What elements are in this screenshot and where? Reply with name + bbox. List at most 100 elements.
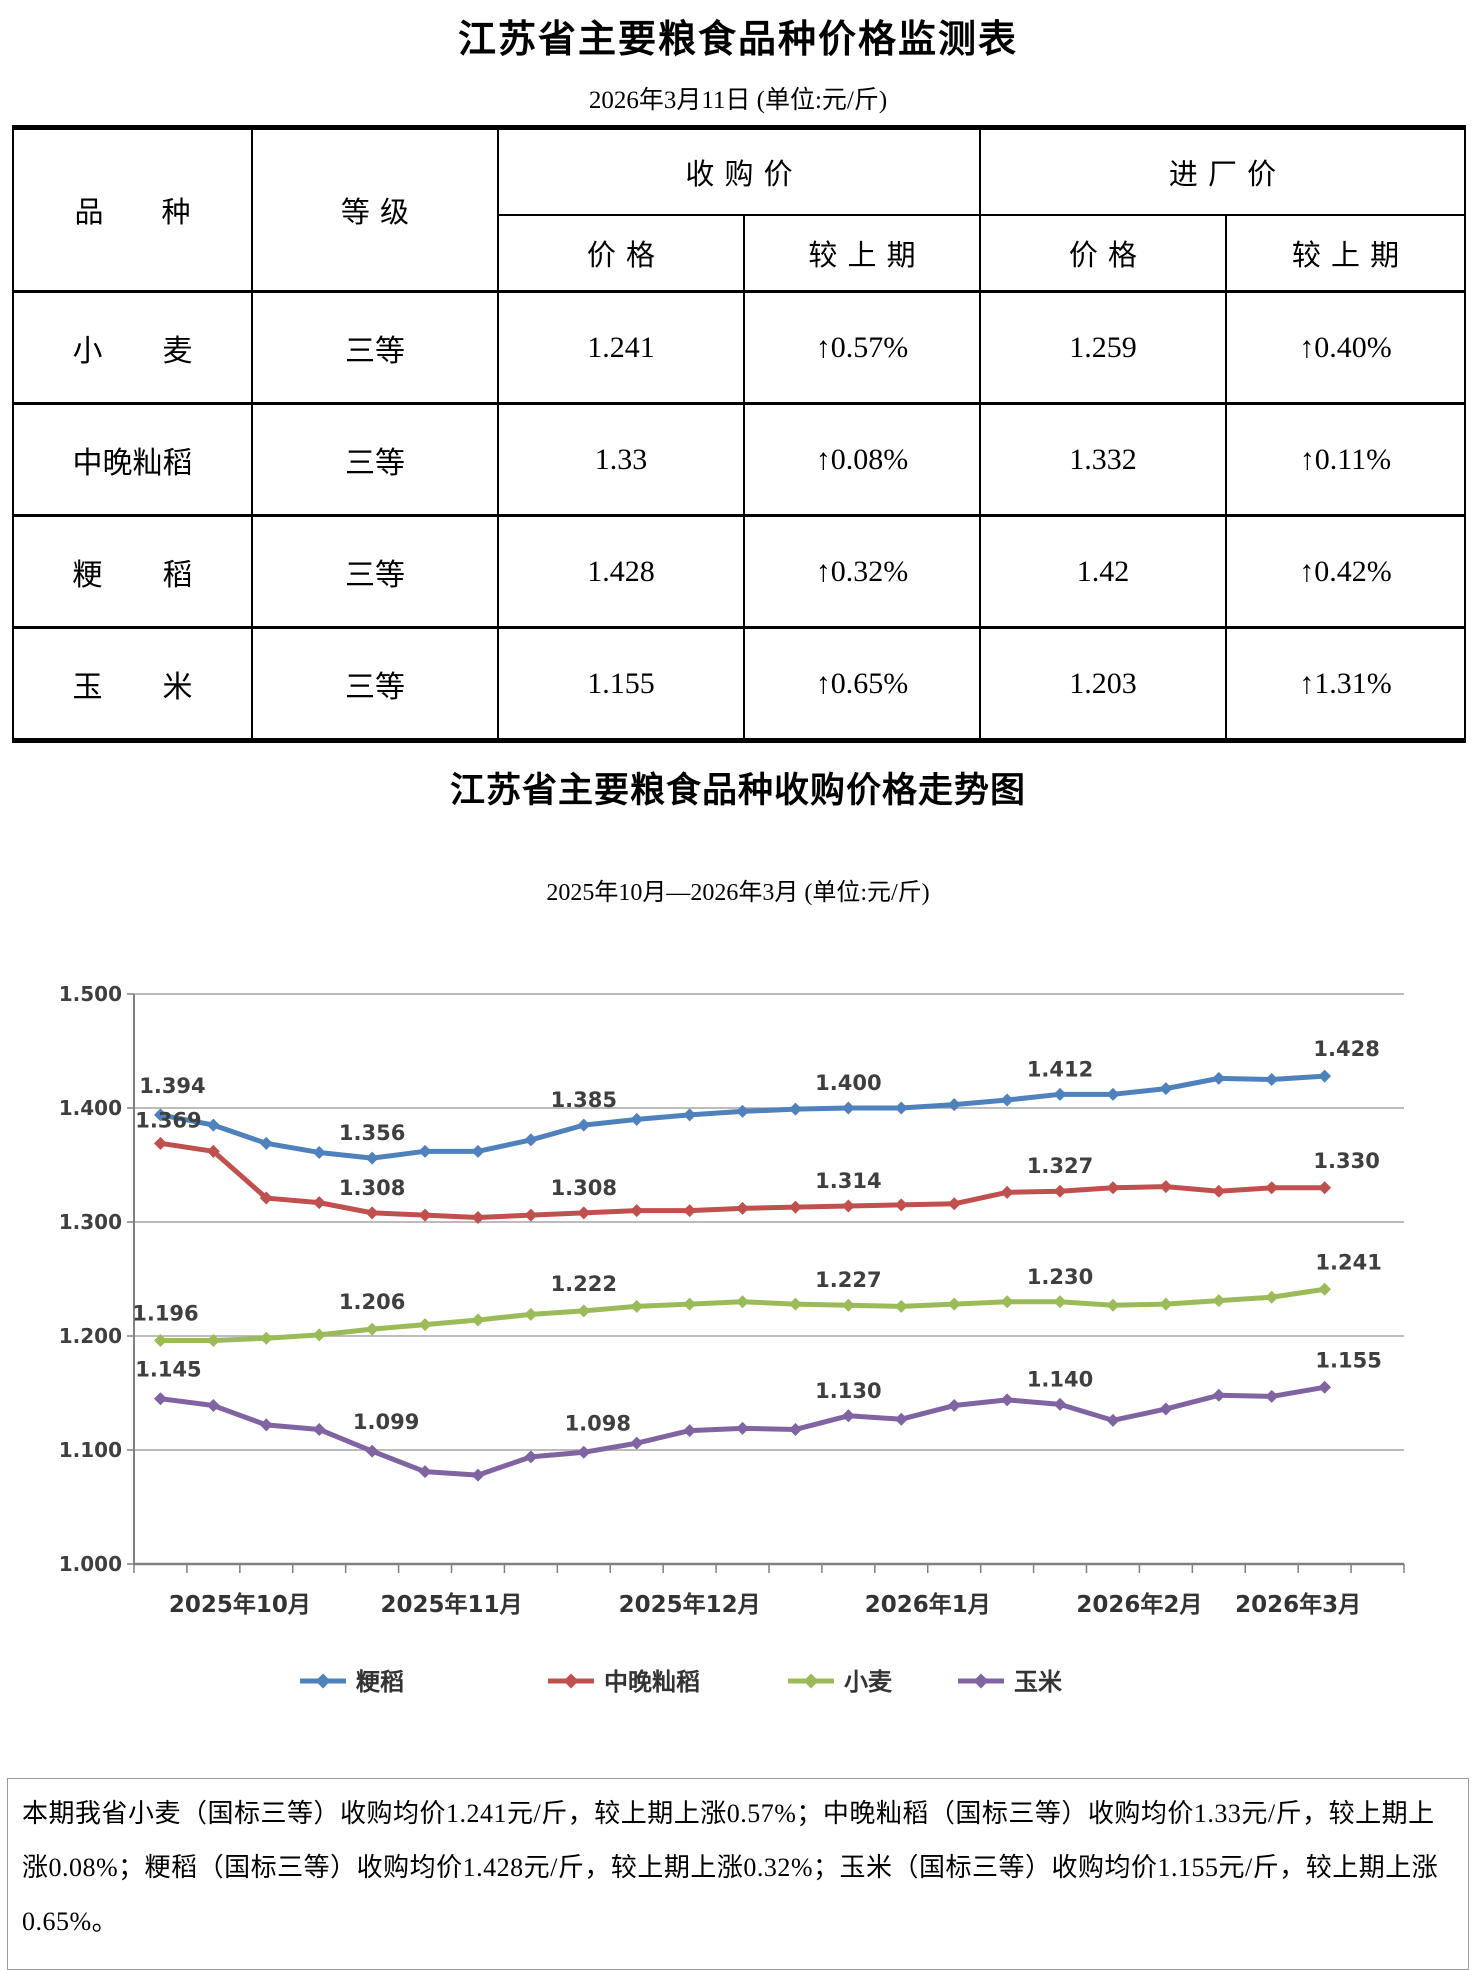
- legend-label: 中晚籼稻: [604, 1668, 700, 1696]
- purchase-change-cell: ↑0.57%: [743, 290, 981, 405]
- factory-price-cell: 1.203: [979, 626, 1227, 742]
- data-point-label: 1.227: [815, 1268, 881, 1292]
- chart-subtitle: 2025年10月—2026年3月 (单位:元/斤): [546, 880, 930, 906]
- data-point-marker: [524, 1208, 538, 1222]
- legend-item-粳稻: 粳稻: [300, 1668, 404, 1696]
- data-point-marker: [1212, 1071, 1226, 1085]
- col-group-purchase-price: 收购价: [497, 126, 981, 216]
- data-point-label: 1.356: [339, 1121, 405, 1145]
- grade-cell: 三等: [251, 290, 499, 405]
- data-point-marker: [1318, 1069, 1332, 1083]
- data-point-label: 1.412: [1027, 1057, 1093, 1081]
- data-point-marker: [1000, 1185, 1014, 1199]
- data-point-marker: [683, 1204, 697, 1218]
- data-point-marker: [259, 1191, 273, 1205]
- legend-item-小麦: 小麦: [788, 1668, 893, 1696]
- data-point-marker: [788, 1200, 802, 1214]
- factory-change-cell: ↑0.40%: [1225, 290, 1466, 405]
- data-point-marker: [894, 1412, 908, 1426]
- factory-change-cell: ↑1.31%: [1225, 626, 1466, 742]
- data-point-marker: [312, 1196, 326, 1210]
- data-point-marker: [1000, 1393, 1014, 1407]
- x-axis-month-label: 2026年2月: [1076, 1591, 1202, 1618]
- data-point-marker: [418, 1144, 432, 1158]
- data-point-marker: [894, 1299, 908, 1313]
- data-point-marker: [1053, 1087, 1067, 1101]
- data-point-marker: [841, 1101, 855, 1115]
- data-point-marker: [736, 1421, 750, 1435]
- grade-cell: 三等: [251, 514, 499, 629]
- purchase-change-cell: ↑0.32%: [743, 514, 981, 629]
- data-point-marker: [683, 1297, 697, 1311]
- data-point-marker: [1053, 1295, 1067, 1309]
- data-point-marker: [524, 1450, 538, 1464]
- table-row: 中晚籼稻 三等 1.33 ↑0.08% 1.332 ↑0.11%: [12, 402, 1466, 517]
- data-point-marker: [206, 1144, 220, 1158]
- data-point-marker: [312, 1422, 326, 1436]
- data-point-label: 1.241: [1315, 1250, 1381, 1274]
- data-point-marker: [577, 1118, 591, 1132]
- data-point-marker: [471, 1210, 485, 1224]
- data-point-marker: [630, 1436, 644, 1450]
- x-axis-month-label: 2025年11月: [380, 1591, 522, 1618]
- table-row: 玉 米三等 1.155 ↑0.65% 1.203 ↑1.31%: [12, 626, 1466, 742]
- col-header-purchase-price: 价格: [497, 214, 745, 293]
- variety-cell: 中晚籼稻: [12, 402, 253, 517]
- y-axis-label: 1.400: [59, 1096, 122, 1120]
- data-point-label: 1.330: [1313, 1149, 1379, 1173]
- purchase-price-cell: 1.428: [497, 514, 745, 629]
- data-point-marker: [1265, 1073, 1279, 1086]
- data-point-marker: [1106, 1298, 1120, 1312]
- chart-title: 江苏省主要粮食品种收购价格走势图: [449, 771, 1026, 810]
- data-point-marker: [1159, 1180, 1173, 1194]
- data-point-marker: [1265, 1389, 1279, 1403]
- data-point-marker: [841, 1199, 855, 1213]
- data-point-marker: [206, 1118, 220, 1132]
- data-point-marker: [577, 1304, 591, 1318]
- data-point-marker: [894, 1101, 908, 1115]
- legend-item-中晚籼稻: 中晚籼稻: [548, 1668, 700, 1696]
- data-point-label: 1.099: [353, 1410, 419, 1434]
- data-point-marker: [206, 1334, 220, 1348]
- x-axis-month-label: 2026年1月: [865, 1591, 991, 1618]
- data-point-marker: [1265, 1181, 1279, 1195]
- data-point-marker: [841, 1298, 855, 1312]
- data-point-label: 1.428: [1313, 1037, 1379, 1061]
- data-point-label: 1.314: [815, 1169, 881, 1193]
- data-point-marker: [365, 1322, 379, 1336]
- data-point-marker: [1000, 1093, 1014, 1107]
- variety-cell: 粳 稻: [12, 514, 253, 629]
- table-row: 粳 稻三等 1.428 ↑0.32% 1.42 ↑0.42%: [12, 514, 1466, 629]
- data-point-label: 1.369: [135, 1108, 201, 1132]
- data-point-label: 1.145: [135, 1358, 201, 1382]
- purchase-price-cell: 1.155: [497, 626, 745, 742]
- data-point-marker: [259, 1418, 273, 1432]
- data-point-marker: [947, 1098, 961, 1112]
- data-point-marker: [365, 1206, 379, 1220]
- purchase-change-cell: ↑0.08%: [743, 402, 981, 517]
- data-point-marker: [1318, 1282, 1332, 1296]
- data-point-marker: [630, 1112, 644, 1126]
- legend-marker: [563, 1673, 579, 1689]
- data-point-marker: [841, 1409, 855, 1423]
- data-point-marker: [788, 1422, 802, 1436]
- legend-item-玉米: 玉米: [958, 1668, 1062, 1696]
- data-point-label: 1.155: [1315, 1348, 1381, 1372]
- grade-cell: 三等: [251, 626, 499, 742]
- purchase-price-cell: 1.241: [497, 290, 745, 405]
- data-point-label: 1.098: [565, 1411, 631, 1435]
- legend-label: 小麦: [844, 1668, 893, 1696]
- data-point-marker: [259, 1331, 273, 1345]
- factory-change-cell: ↑0.11%: [1225, 402, 1466, 517]
- data-point-marker: [1106, 1087, 1120, 1101]
- y-axis-label: 1.300: [59, 1210, 122, 1234]
- data-point-marker: [630, 1204, 644, 1218]
- data-point-marker: [1106, 1181, 1120, 1195]
- grade-cell: 三等: [251, 402, 499, 517]
- data-point-marker: [153, 1136, 167, 1150]
- data-point-marker: [736, 1295, 750, 1309]
- data-point-marker: [630, 1299, 644, 1313]
- data-point-marker: [1053, 1397, 1067, 1411]
- data-point-label: 1.385: [551, 1088, 617, 1112]
- data-point-label: 1.140: [1027, 1367, 1093, 1391]
